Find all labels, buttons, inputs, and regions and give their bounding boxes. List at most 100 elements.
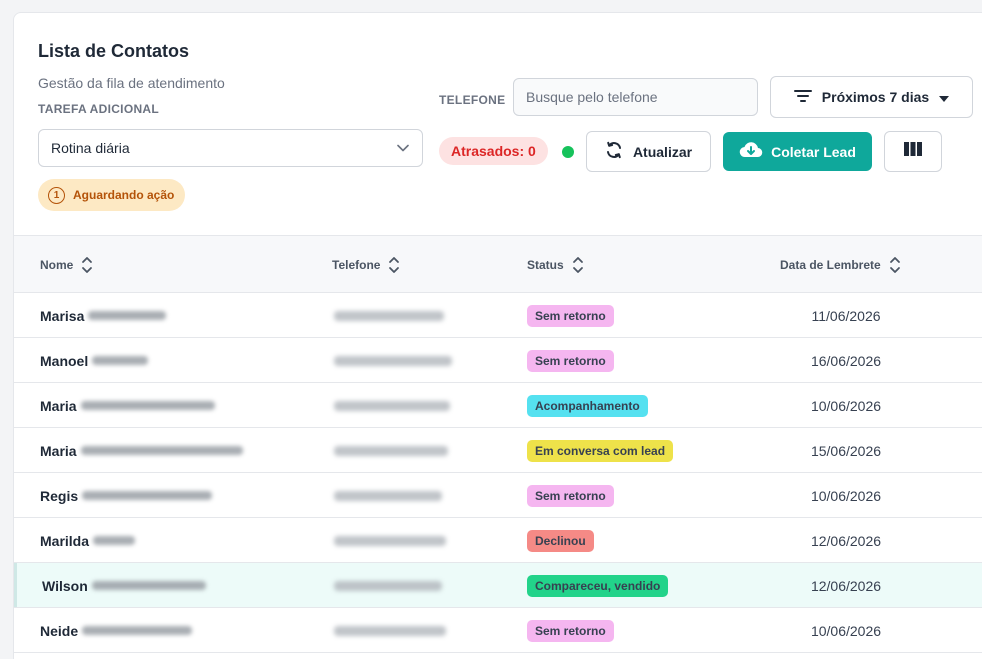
table-body: Marisa Sem retorno 11/06/2026 Manoel Sem ret… bbox=[14, 293, 982, 653]
reminder-date: 16/06/2026 bbox=[810, 352, 882, 369]
status-badge: Sem retorno bbox=[527, 349, 614, 372]
contact-name: Wilson bbox=[42, 563, 206, 608]
reminder-date: 11/06/2026 bbox=[811, 307, 881, 324]
page-subtitle: Gestão da fila de atendimento bbox=[38, 75, 225, 91]
pending-action-badge[interactable]: 1 Aguardando ação bbox=[38, 179, 186, 211]
redacted-surname bbox=[93, 536, 136, 545]
sort-icon bbox=[388, 255, 400, 275]
table-row[interactable]: Marisa Sem retorno 11/06/2026 bbox=[14, 293, 982, 338]
phone-search-input[interactable] bbox=[513, 78, 758, 116]
status-badge: Declinou bbox=[527, 529, 594, 552]
contact-name: Regis bbox=[40, 473, 213, 518]
contact-phone bbox=[334, 563, 442, 608]
reminder-date: 12/06/2026 bbox=[810, 577, 882, 594]
redacted-surname bbox=[82, 491, 213, 500]
table-row[interactable]: Manoel Sem retorno 16/06/2026 bbox=[14, 338, 982, 383]
chevron-down-icon bbox=[396, 141, 410, 155]
table-row[interactable]: Maria Acompanhamento 10/06/2026 bbox=[14, 383, 982, 428]
contact-status: Compareceu, vendido bbox=[527, 563, 669, 608]
contact-phone bbox=[334, 518, 446, 563]
contact-status: Sem retorno bbox=[527, 473, 614, 518]
contact-first-name: Maria bbox=[40, 442, 77, 459]
page-title: Lista de Contatos bbox=[38, 41, 190, 61]
table-row[interactable]: Neide Sem retorno 10/06/2026 bbox=[14, 608, 982, 653]
contact-first-name: Regis bbox=[40, 487, 79, 504]
refresh-button[interactable]: Atualizar bbox=[586, 131, 711, 172]
collect-lead-button[interactable]: Coletar Lead bbox=[723, 132, 872, 171]
status-badge: Sem retorno bbox=[527, 619, 614, 642]
contact-name: Neide bbox=[40, 608, 193, 653]
status-badge: Em conversa com lead bbox=[527, 439, 674, 462]
contact-phone bbox=[334, 338, 452, 383]
redacted-phone bbox=[334, 580, 442, 591]
contact-name: Marilda bbox=[40, 518, 136, 563]
redacted-surname bbox=[80, 401, 215, 410]
cloud-download-icon bbox=[739, 141, 763, 162]
reminder-date: 15/06/2026 bbox=[810, 442, 882, 459]
status-badge: Sem retorno bbox=[527, 304, 614, 327]
contact-status: Sem retorno bbox=[527, 293, 614, 338]
task-select[interactable]: Rotina diária bbox=[38, 129, 423, 167]
status-badge: Compareceu, vendido bbox=[527, 574, 669, 597]
table-row[interactable]: Wilson Compareceu, vendido 12/06/2026 bbox=[14, 563, 982, 608]
reminder-date: 10/06/2026 bbox=[810, 397, 882, 414]
redacted-phone bbox=[334, 445, 448, 456]
contact-phone bbox=[334, 473, 442, 518]
late-count-badge: Atrasados: 0 bbox=[439, 137, 548, 165]
contact-status: Sem retorno bbox=[527, 338, 614, 383]
sort-icon bbox=[81, 255, 93, 275]
contact-phone bbox=[334, 293, 444, 338]
contact-name: Manoel bbox=[40, 338, 149, 383]
contact-phone bbox=[334, 383, 450, 428]
contact-status: Acompanhamento bbox=[527, 383, 648, 428]
reminder-date: 10/06/2026 bbox=[810, 622, 882, 639]
contact-status: Declinou bbox=[527, 518, 594, 563]
status-badge: Sem retorno bbox=[527, 484, 614, 507]
column-header-phone[interactable]: Telefone bbox=[332, 236, 400, 294]
table-row[interactable]: Maria Em conversa com lead 15/06/2026 bbox=[14, 428, 982, 473]
pending-count: 1 bbox=[48, 186, 65, 204]
column-header-reminder-date[interactable]: Data de Lembrete bbox=[780, 236, 901, 294]
period-filter-button[interactable]: Próximos 7 dias bbox=[770, 76, 973, 118]
contact-first-name: Maria bbox=[40, 397, 77, 414]
refresh-icon bbox=[605, 141, 623, 162]
task-label: TAREFA ADICIONAL bbox=[38, 102, 160, 116]
redacted-phone bbox=[334, 625, 446, 636]
collect-lead-label: Coletar Lead bbox=[771, 143, 856, 160]
redacted-phone bbox=[334, 535, 446, 546]
table-row[interactable]: Regis Sem retorno 10/06/2026 bbox=[14, 473, 982, 518]
redacted-phone bbox=[334, 355, 452, 366]
contact-first-name: Marisa bbox=[40, 307, 85, 324]
column-header-status[interactable]: Status bbox=[527, 236, 584, 294]
task-select-value: Rotina diária bbox=[51, 140, 130, 156]
redacted-surname bbox=[82, 626, 193, 635]
contact-phone bbox=[334, 428, 448, 473]
contact-name: Maria bbox=[40, 428, 243, 473]
sort-icon bbox=[889, 255, 901, 275]
contact-status: Em conversa com lead bbox=[527, 428, 674, 473]
columns-icon bbox=[903, 141, 923, 162]
refresh-label: Atualizar bbox=[632, 143, 693, 160]
redacted-phone bbox=[334, 490, 442, 501]
redacted-surname bbox=[91, 581, 206, 590]
contact-name: Marisa bbox=[40, 293, 167, 338]
sort-icon bbox=[572, 255, 584, 275]
columns-button[interactable] bbox=[884, 131, 942, 172]
contact-first-name: Manoel bbox=[40, 352, 89, 369]
contacts-table: Nome Telefone Status Data de Lembrete Ma… bbox=[14, 235, 982, 653]
redacted-surname bbox=[80, 446, 243, 455]
contact-status: Sem retorno bbox=[527, 608, 614, 653]
contact-first-name: Neide bbox=[40, 622, 79, 639]
redacted-phone bbox=[334, 310, 444, 321]
redacted-surname bbox=[92, 356, 149, 365]
contact-first-name: Marilda bbox=[40, 532, 90, 549]
contact-phone bbox=[334, 608, 446, 653]
pending-label: Aguardando ação bbox=[73, 188, 175, 202]
redacted-phone bbox=[334, 400, 450, 411]
contact-first-name: Wilson bbox=[42, 577, 88, 594]
table-row[interactable]: Marilda Declinou 12/06/2026 bbox=[14, 518, 982, 563]
phone-filter-label: TELEFONE bbox=[439, 93, 506, 107]
column-header-name[interactable]: Nome bbox=[40, 236, 93, 294]
status-badge: Acompanhamento bbox=[527, 394, 648, 417]
redacted-surname bbox=[88, 311, 167, 320]
